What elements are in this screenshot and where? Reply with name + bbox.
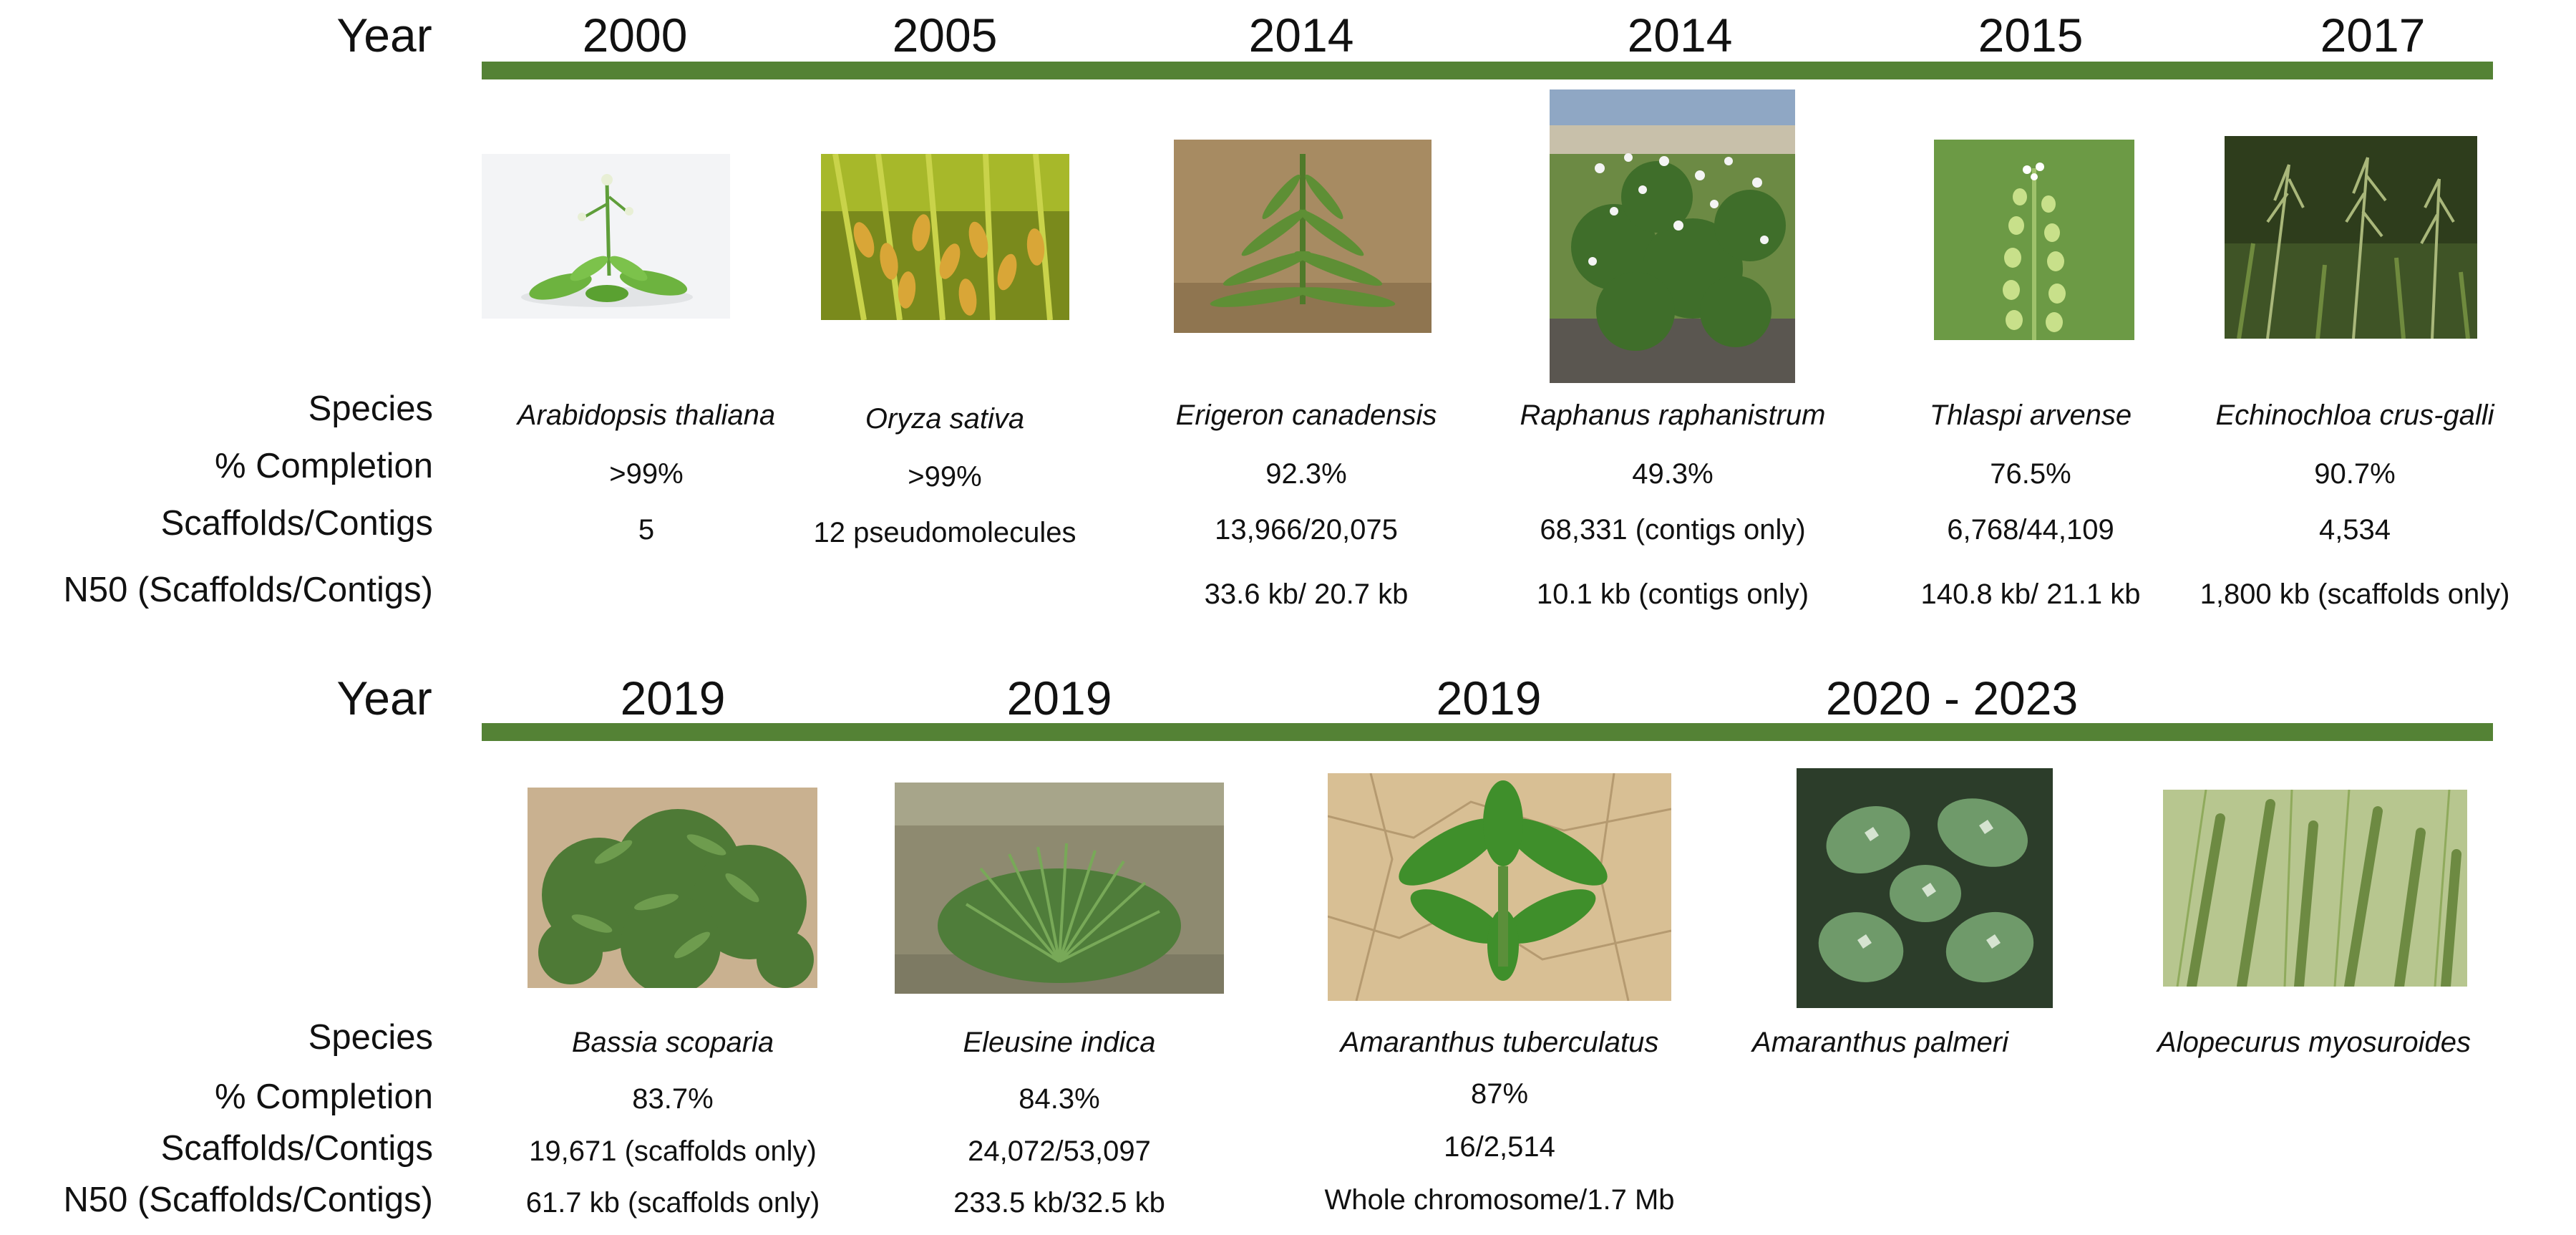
n50-value: Whole chromosome/1.7 Mb (1324, 1184, 1675, 1216)
blackgrass-photo (2163, 790, 2467, 987)
year-2014-b: 2014 (1627, 9, 1733, 62)
year-2020-2023: 2020 - 2023 (1825, 672, 2079, 725)
year-2014-a: 2014 (1248, 9, 1354, 62)
n50-value: 33.6 kb/ 20.7 kb (1204, 578, 1409, 610)
scaffolds-value: 16/2,514 (1444, 1131, 1555, 1163)
scaffolds-value: 24,072/53,097 (968, 1135, 1151, 1167)
completion-label: % Completion (214, 447, 433, 485)
scaffolds-value: 19,671 (scaffolds only) (529, 1135, 817, 1167)
completion-value: 87% (1470, 1078, 1529, 1110)
n50-value: 140.8 kb/ 21.1 kb (1920, 578, 2141, 610)
species-name: Bassia scoparia (571, 1027, 774, 1058)
rice-photo (821, 154, 1069, 320)
n50-value: 61.7 kb (scaffolds only) (525, 1187, 820, 1219)
scaffolds-value: 68,331 (contigs only) (1540, 514, 1806, 546)
year-label: Year (336, 672, 432, 725)
completion-value: 49.3% (1632, 458, 1714, 490)
species-name: Amaranthus palmeri (1752, 1027, 2008, 1058)
year-2017: 2017 (2320, 9, 2426, 62)
completion-value: 84.3% (1019, 1083, 1100, 1115)
goosegrass-photo (895, 783, 1224, 994)
kochia-photo (528, 788, 817, 988)
completion-value: 76.5% (1990, 458, 2071, 490)
timeline-bar (482, 723, 2493, 741)
scaffolds-value: 4,534 (2318, 514, 2391, 546)
arabidopsis-photo (482, 154, 730, 319)
n50-value: 233.5 kb/32.5 kb (953, 1187, 1165, 1219)
completion-value: >99% (609, 458, 684, 490)
scaffolds-value: 12 pseudomolecules (813, 517, 1076, 548)
scaffolds-value: 13,966/20,075 (1215, 514, 1398, 546)
scaffolds-value: 5 (638, 514, 655, 546)
n50-value: 1,800 kb (scaffolds only) (2200, 578, 2510, 610)
completion-value: 83.7% (632, 1083, 714, 1115)
species-label: Species (308, 1018, 433, 1057)
species-name: Eleusine indica (963, 1027, 1156, 1058)
species-name: Erigeron canadensis (1175, 399, 1437, 431)
species-name: Thlaspi arvense (1929, 399, 2132, 431)
year-2015: 2015 (1978, 9, 2084, 62)
horseweed-photo (1174, 140, 1432, 333)
scaffolds-value: 6,768/44,109 (1947, 514, 2114, 546)
n50-label: N50 (Scaffolds/Contigs) (63, 571, 433, 609)
barnyardgrass-photo (2225, 136, 2477, 339)
completion-value: >99% (908, 461, 982, 493)
completion-label: % Completion (214, 1077, 433, 1116)
year-label: Year (336, 9, 432, 62)
n50-value: 10.1 kb (contigs only) (1536, 578, 1809, 610)
year-2005: 2005 (892, 9, 998, 62)
wild-radish-photo (1550, 89, 1795, 383)
scaffolds-label: Scaffolds/Contigs (160, 1129, 433, 1168)
year-2019-b: 2019 (1006, 672, 1112, 725)
species-name: Raphanus raphanistrum (1520, 399, 1826, 431)
completion-value: 92.3% (1265, 458, 1347, 490)
species-name: Oryza sativa (865, 403, 1025, 435)
n50-label: N50 (Scaffolds/Contigs) (63, 1181, 433, 1219)
species-name: Amaranthus tuberculatus (1340, 1027, 1659, 1058)
year-2019-a: 2019 (620, 672, 726, 725)
species-name: Arabidopsis thaliana (517, 399, 776, 431)
palmer-amaranth-photo (1797, 768, 2053, 1008)
pennycress-photo (1934, 140, 2134, 340)
timeline-bar (482, 62, 2493, 79)
waterhemp-photo (1328, 773, 1671, 1001)
species-label: Species (308, 389, 433, 428)
year-2000: 2000 (582, 9, 688, 62)
species-name: Alopecurus myosuroides (2157, 1027, 2471, 1058)
scaffolds-label: Scaffolds/Contigs (160, 504, 433, 543)
year-2019-c: 2019 (1436, 672, 1542, 725)
completion-value: 90.7% (2314, 458, 2396, 490)
species-name: Echinochloa crus-galli (2215, 399, 2494, 431)
